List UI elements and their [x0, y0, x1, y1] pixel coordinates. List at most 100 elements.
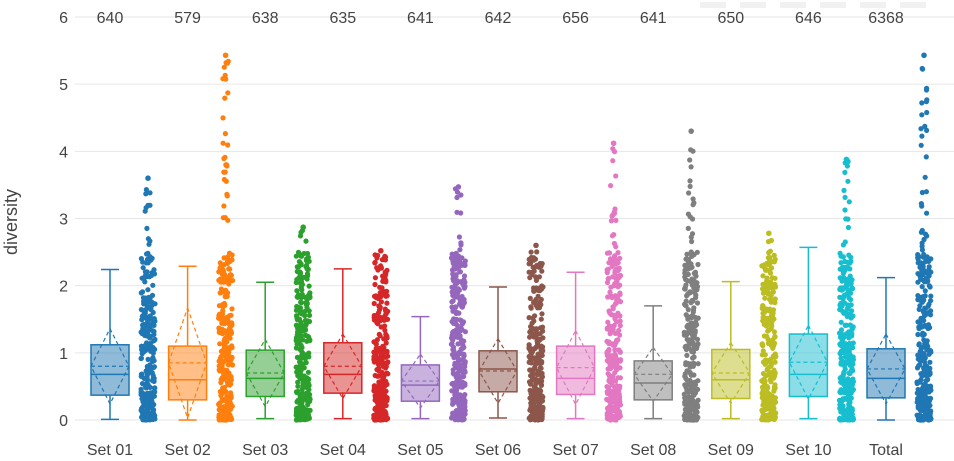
data-point	[143, 187, 149, 193]
data-point	[690, 341, 696, 347]
data-point	[149, 414, 155, 420]
data-point	[764, 385, 770, 391]
data-point	[921, 251, 927, 258]
data-point	[373, 345, 379, 351]
data-point	[222, 154, 228, 160]
data-point	[144, 225, 150, 231]
data-point	[295, 329, 301, 335]
data-point	[139, 330, 145, 337]
data-point	[919, 356, 925, 362]
point-cloud	[293, 224, 313, 423]
data-point	[687, 337, 693, 343]
data-point	[374, 373, 380, 379]
iqr-box	[478, 350, 518, 393]
data-point	[919, 189, 926, 196]
data-point-max	[145, 175, 151, 181]
data-point	[919, 404, 926, 410]
data-point	[539, 311, 545, 317]
data-point	[143, 404, 150, 410]
data-point	[150, 346, 156, 352]
data-point	[458, 210, 464, 216]
data-point	[147, 313, 153, 319]
data-point	[216, 401, 222, 407]
data-point	[151, 328, 157, 335]
data-point	[451, 371, 457, 377]
data-point	[138, 371, 144, 377]
data-point	[605, 294, 611, 300]
data-point	[375, 310, 382, 316]
data-point	[768, 379, 774, 385]
data-point	[147, 254, 153, 260]
data-point	[303, 238, 309, 244]
data-point	[915, 352, 921, 358]
data-point	[372, 252, 378, 258]
data-point	[695, 315, 701, 321]
data-point	[223, 329, 229, 335]
data-point	[607, 325, 613, 331]
data-point	[838, 260, 844, 266]
data-point	[918, 346, 924, 352]
data-point	[539, 415, 545, 421]
data-point	[298, 300, 305, 306]
data-point	[144, 375, 150, 381]
data-point	[304, 390, 310, 396]
faint-mark	[780, 2, 806, 8]
data-point	[684, 293, 690, 299]
data-point	[147, 202, 153, 208]
data-point	[767, 393, 773, 399]
data-point	[604, 396, 610, 402]
data-point	[228, 406, 234, 412]
data-point	[295, 397, 301, 404]
data-point	[769, 275, 776, 281]
data-point	[145, 287, 151, 293]
data-point	[617, 313, 623, 319]
data-point	[142, 208, 148, 214]
data-point	[227, 400, 233, 406]
data-point	[686, 190, 692, 196]
data-point	[764, 277, 770, 283]
point-cloud	[371, 247, 391, 423]
data-point	[221, 404, 227, 410]
box-group	[866, 52, 934, 423]
data-point	[217, 329, 223, 335]
data-point	[694, 300, 701, 306]
data-point	[920, 309, 927, 315]
data-point	[459, 255, 465, 261]
data-point	[150, 317, 156, 323]
data-point	[610, 158, 616, 164]
data-point	[840, 334, 846, 340]
data-point	[845, 224, 852, 231]
data-point	[138, 355, 144, 362]
data-point	[770, 337, 776, 343]
data-point	[848, 278, 854, 284]
data-point	[455, 370, 461, 376]
data-point	[380, 363, 386, 369]
data-point	[689, 238, 695, 245]
data-point	[925, 269, 932, 276]
count-labels: 640 579 638 635 641 642 656 641 650 646 6368	[97, 10, 904, 27]
data-point	[383, 293, 389, 299]
data-point	[606, 411, 612, 417]
data-point	[449, 335, 455, 341]
data-point	[535, 331, 541, 337]
data-point	[376, 331, 382, 337]
data-point	[537, 400, 543, 406]
data-point	[617, 255, 623, 261]
data-point	[685, 323, 691, 329]
data-point	[377, 284, 383, 290]
data-point	[918, 126, 924, 132]
y-tick-label: 0	[59, 413, 68, 430]
data-point	[374, 320, 380, 326]
data-point	[449, 289, 455, 295]
data-point	[919, 133, 925, 139]
data-point	[302, 326, 308, 332]
data-point	[140, 415, 146, 421]
data-point	[384, 360, 391, 366]
data-point	[223, 162, 230, 168]
data-point	[304, 266, 310, 272]
data-point	[683, 411, 689, 417]
data-point	[614, 274, 620, 280]
data-point	[844, 313, 850, 319]
data-point	[692, 386, 698, 392]
data-point	[839, 285, 845, 291]
